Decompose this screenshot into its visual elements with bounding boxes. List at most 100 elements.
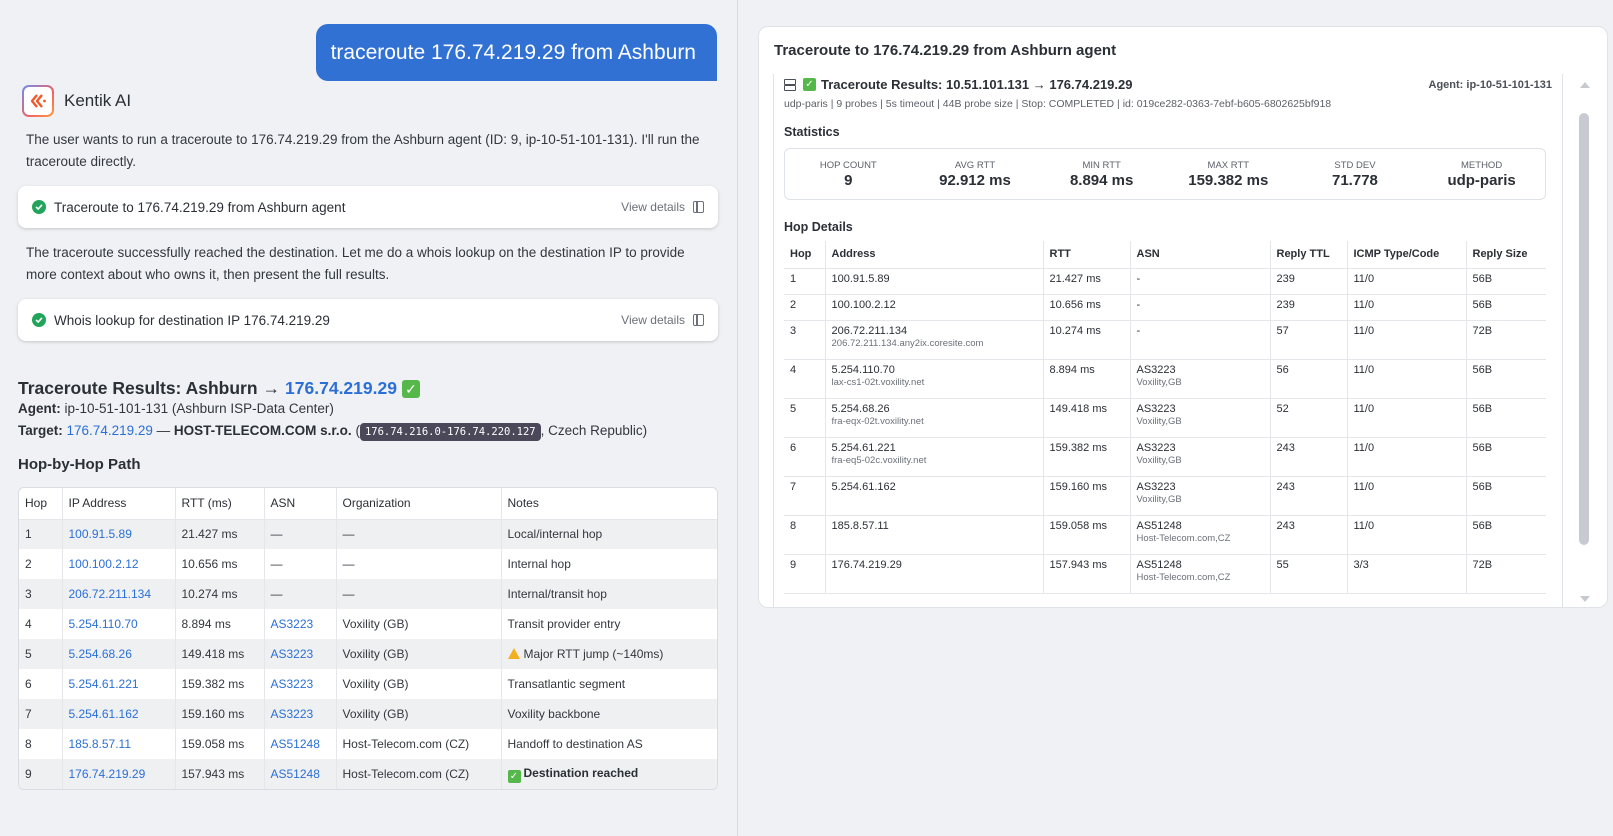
view-details-label: View details: [621, 313, 685, 327]
hop-number: 9: [784, 554, 825, 594]
organization: Voxility (GB): [335, 669, 501, 699]
asn-link[interactable]: AS3223: [270, 617, 314, 631]
rtt-value: 159.058 ms: [1042, 515, 1130, 555]
notes-text: Major RTT jump (~140ms): [523, 647, 664, 661]
notes: Transit provider entry: [500, 609, 717, 639]
hop-number: 5: [784, 398, 825, 438]
tool-call-traceroute[interactable]: Traceroute to 176.74.219.29 from Ashburn…: [18, 186, 718, 228]
icmp-type-code: 11/0: [1346, 359, 1466, 399]
asn-link[interactable]: AS3223: [270, 707, 314, 721]
asn-link[interactable]: AS3223: [270, 677, 314, 691]
asn: -: [1136, 298, 1141, 311]
asn-org: Voxility,GB: [1136, 493, 1182, 505]
reply-ttl: 56: [1269, 359, 1347, 399]
asn-link[interactable]: AS51248: [270, 767, 320, 781]
target-line: Target: 176.74.219.29 — HOST-TELECOM.COM…: [18, 423, 648, 441]
ip-link[interactable]: 5.254.61.221: [68, 677, 139, 691]
stat-std-dev: Std Dev 71.778: [1295, 160, 1415, 189]
col-reply-ttl: Reply TTL: [1269, 241, 1347, 269]
address: 5.254.61.221: [831, 441, 896, 454]
ip-link[interactable]: 5.254.61.162: [68, 707, 139, 721]
results-heading-ip-link[interactable]: 176.74.219.29: [285, 378, 397, 398]
asn-value: —: [263, 519, 336, 549]
details-panel: Traceroute to 176.74.219.29 from Ashburn…: [758, 26, 1608, 608]
hop-number: 7: [784, 476, 825, 516]
reply-ttl: 55: [1269, 554, 1347, 594]
tool-call-whois[interactable]: Whois lookup for destination IP 176.74.2…: [18, 299, 718, 341]
rtt-value: 159.160 ms: [1042, 476, 1130, 516]
col-rtt: RTT (ms): [174, 488, 264, 520]
reply-ttl: 243: [1269, 437, 1347, 477]
asn-link[interactable]: AS3223: [270, 647, 314, 661]
asn-cell: -: [1129, 320, 1270, 360]
asn-cell: AS3223 Voxility,GB: [1129, 476, 1270, 516]
stat-value: 71.778: [1332, 171, 1378, 189]
organization: Host-Telecom.com (CZ): [335, 729, 501, 759]
user-message-bubble: traceroute 176.74.219.29 from Ashburn: [315, 24, 717, 81]
reply-ttl: 52: [1269, 398, 1347, 438]
target-ip-link[interactable]: 176.74.219.29: [66, 423, 153, 438]
hop-number: 8: [784, 515, 825, 555]
ip-link[interactable]: 100.91.5.89: [68, 527, 132, 542]
details-panel-title: Traceroute to 176.74.219.29 from Ashburn…: [774, 42, 1117, 59]
address-cell: 185.8.57.11: [824, 515, 1043, 555]
notes: Transatlantic segment: [500, 669, 717, 699]
col-ip: IP Address: [61, 488, 175, 520]
rtt-value: 10.274 ms: [1042, 320, 1130, 360]
ip-link[interactable]: 185.8.57.11: [68, 737, 132, 751]
paren-open: (: [355, 423, 360, 438]
ip-link[interactable]: 176.74.219.29: [68, 767, 146, 781]
notes-text: Transatlantic segment: [507, 677, 626, 691]
scroll-up-arrow-icon[interactable]: [1580, 82, 1590, 88]
asn-cell: -: [1129, 268, 1270, 295]
table-row: 1 100.91.5.89 21.427 ms — — Local/internal ho…: [19, 519, 717, 549]
view-details-button[interactable]: View details: [621, 313, 704, 327]
notes: Handoff to destination AS: [500, 729, 717, 759]
stat-value: udp-paris: [1447, 171, 1516, 189]
ip-link[interactable]: 206.72.211.134: [68, 587, 152, 601]
table-row: 8 185.8.57.11 159.058 ms AS51248 Host-Teleco…: [19, 729, 717, 759]
assistant-middle-text: The traceroute successfully reached the …: [26, 245, 685, 282]
scroll-down-arrow-icon[interactable]: [1580, 596, 1590, 602]
reply-ttl: 243: [1269, 476, 1347, 516]
rtt-value: 8.894 ms: [174, 609, 264, 639]
rtt-value: 21.427 ms: [1042, 268, 1130, 295]
hop-number: 1: [784, 268, 825, 295]
table-row: 7 5.254.61.162 159.160 ms AS3223 Voxility (G…: [19, 699, 717, 729]
details-scrollbar[interactable]: [1575, 74, 1595, 608]
notes-text: Internal hop: [507, 557, 571, 571]
asn-link[interactable]: AS51248: [270, 737, 320, 751]
stat-value: 159.382 ms: [1188, 171, 1269, 189]
hop-path-heading: Hop-by-Hop Path: [18, 456, 141, 473]
ip-range-code: 176.74.216.0-176.74.220.127: [359, 423, 541, 441]
hop-number: 6: [19, 669, 62, 699]
tool-call-title: Whois lookup for destination IP 176.74.2…: [54, 312, 330, 328]
traceroute-result-title: Traceroute Results: 10.51.101.131 → 176.…: [821, 77, 1133, 92]
hostname: fra-eq5-02c.voxility.net: [831, 454, 927, 466]
ip-link[interactable]: 5.254.68.26: [68, 647, 132, 661]
side-panel-icon: [693, 314, 704, 326]
target-country: , Czech Republic): [540, 423, 648, 438]
ip-link[interactable]: 100.100.2.12: [68, 557, 139, 571]
hostname: lax-cs1-02t.voxility.net: [831, 376, 925, 388]
asn: -: [1136, 324, 1141, 337]
scrollbar-thumb[interactable]: [1579, 113, 1589, 545]
table-row: 9 176.74.219.29 157.943 ms AS51248 Host-Tele…: [19, 759, 717, 789]
statistics-heading: Statistics: [784, 125, 840, 139]
stat-max-rtt: Max RTT 159.382 ms: [1168, 160, 1288, 189]
ip-link[interactable]: 5.254.110.70: [68, 617, 138, 631]
stat-label: Hop Count: [819, 159, 877, 171]
col-notes: Notes: [500, 488, 717, 520]
hop-details-heading: Hop Details: [784, 220, 853, 234]
view-details-button[interactable]: View details: [621, 200, 704, 214]
address-cell: 206.72.211.134 206.72.211.134.any2ix.core…: [824, 320, 1043, 360]
rtt-value: 159.382 ms: [174, 669, 264, 699]
organization: —: [335, 549, 501, 579]
asn-org: Voxility,GB: [1136, 415, 1182, 427]
notes: Major RTT jump (~140ms): [500, 639, 717, 669]
hop-number: 5: [19, 639, 62, 669]
table-row: 8 185.8.57.11 159.058 ms AS51248 Host-Teleco…: [784, 515, 1546, 555]
hop-number: 2: [784, 294, 825, 321]
traceroute-subtitle: udp-paris | 9 probes | 5s timeout | 44B …: [784, 98, 1332, 110]
address: 100.91.5.89: [831, 272, 890, 285]
